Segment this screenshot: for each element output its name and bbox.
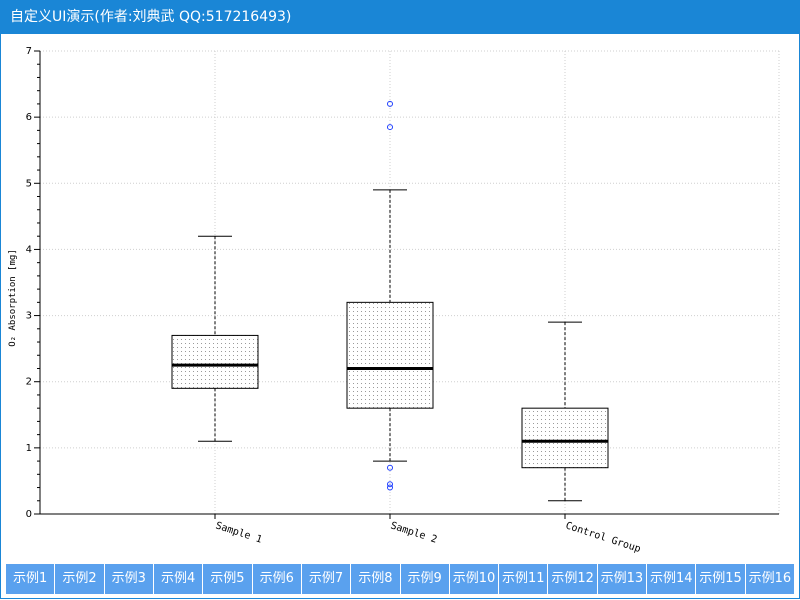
box-3 <box>521 321 609 502</box>
tab-example-7[interactable]: 示例7 <box>301 564 352 594</box>
tab-example-2[interactable]: 示例2 <box>55 564 105 594</box>
window-title: 自定义UI演示(作者:刘典武 QQ:517216493) <box>10 9 292 25</box>
tab-example-10[interactable]: 示例10 <box>449 564 500 594</box>
tab-example-9[interactable]: 示例9 <box>400 564 450 594</box>
boxplot-chart: 0 1 2 3 4 5 6 7 Sample 1 Sample 2 Control Group O₂… <box>8 46 780 555</box>
iqr-box <box>346 301 434 409</box>
tab-example-16[interactable]: 示例16 <box>745 564 794 594</box>
outlier-point <box>387 464 393 471</box>
tab-bar: 示例1 示例2 示例3 示例4 示例5 示例6 示例7 示例8 示例9 示例10 示例11 示例12 示… <box>6 564 794 594</box>
x-tick-label: Control Group <box>564 520 642 555</box>
y-axis-label: O₂ Absorption [mg] <box>8 249 18 347</box>
tab-example-15[interactable]: 示例15 <box>696 564 746 594</box>
box-layer <box>171 100 609 502</box>
tab-example-8[interactable]: 示例8 <box>351 564 401 594</box>
tab-example-13[interactable]: 示例13 <box>597 564 648 594</box>
outlier-point <box>387 124 393 131</box>
y-tick-label: 4 <box>26 244 32 255</box>
grid-layer <box>40 50 780 514</box>
tab-example-5[interactable]: 示例5 <box>203 564 253 594</box>
box-2 <box>346 100 434 491</box>
outlier-point <box>387 100 393 107</box>
tab-example-1[interactable]: 示例1 <box>6 564 56 594</box>
x-tick-label: Sample 2 <box>389 520 438 545</box>
tab-example-4[interactable]: 示例4 <box>153 564 204 594</box>
tab-example-12[interactable]: 示例12 <box>548 564 598 594</box>
outlier-point <box>387 484 393 491</box>
iqr-box <box>521 407 609 469</box>
axis-layer: 0 1 2 3 4 5 6 7 Sample 1 Sample 2 Control Group <box>26 46 779 555</box>
y-tick-label: 1 <box>26 443 32 454</box>
title-bar: 自定义UI演示(作者:刘典武 QQ:517216493) <box>0 0 800 34</box>
outlier-point <box>387 481 393 488</box>
y-tick-label: 3 <box>26 311 32 322</box>
y-tick-label: 5 <box>26 178 32 189</box>
box-1 <box>171 235 259 442</box>
y-tick-label: 7 <box>26 46 32 57</box>
x-tick-label: Sample 1 <box>214 520 263 545</box>
y-tick-label: 0 <box>26 509 32 520</box>
y-tick-label: 6 <box>26 112 32 123</box>
tab-example-3[interactable]: 示例3 <box>104 564 154 594</box>
tab-example-6[interactable]: 示例6 <box>252 564 302 594</box>
tab-example-11[interactable]: 示例11 <box>499 564 549 594</box>
iqr-box <box>171 334 259 389</box>
y-tick-label: 2 <box>26 377 32 388</box>
tab-example-14[interactable]: 示例14 <box>647 564 697 594</box>
